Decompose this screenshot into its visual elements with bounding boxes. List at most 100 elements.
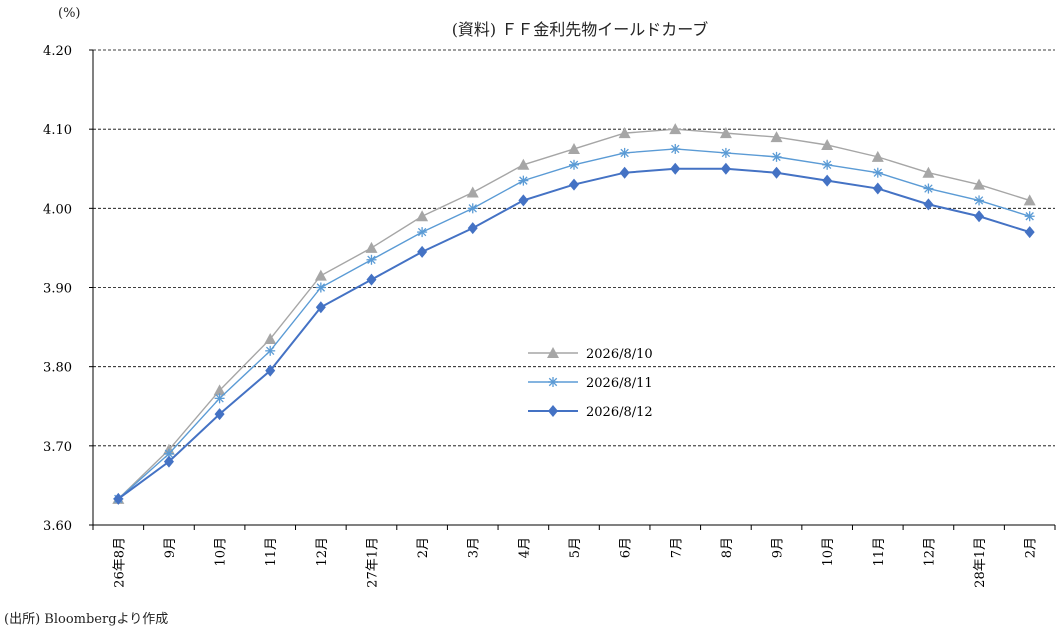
x-tick-label: 27年1月 — [365, 537, 380, 588]
series-2026/8/10 — [112, 123, 1036, 504]
diamond-marker — [872, 182, 883, 195]
diamond-marker — [822, 174, 833, 187]
triangle-marker — [618, 127, 631, 139]
diamond-marker — [619, 166, 630, 179]
diamond-marker — [923, 198, 934, 211]
x-tick-label: 2月 — [416, 537, 431, 558]
diamond-marker — [366, 273, 377, 286]
x-tick-label: 5月 — [568, 537, 583, 558]
star-marker — [569, 159, 579, 170]
x-tick-label: 4月 — [517, 537, 532, 558]
x-tick-label: 7月 — [669, 537, 684, 558]
triangle-marker — [568, 142, 580, 154]
series-2026/8/11 — [113, 143, 1035, 504]
diamond-marker — [771, 166, 782, 179]
triangle-marker — [365, 241, 378, 253]
x-tick-label: 9月 — [163, 537, 178, 558]
triangle-marker — [1023, 194, 1036, 206]
source-note: (出所) Bloombergより作成 — [4, 612, 169, 627]
star-marker — [771, 151, 782, 162]
star-marker — [265, 345, 276, 356]
diamond-marker — [315, 301, 326, 314]
star-marker — [872, 167, 883, 178]
x-tick-label: 10月 — [821, 537, 836, 567]
legend-label: 2026/8/11 — [586, 376, 653, 391]
x-tick-label: 26年8月 — [112, 537, 127, 588]
legend: 2026/8/10 2026/8/11 2026/8/12 — [528, 347, 653, 420]
legend-item: 2026/8/11 — [528, 376, 653, 391]
star-marker — [974, 195, 985, 206]
y-tick-label: 3.80 — [43, 361, 72, 376]
legend-item: 2026/8/10 — [528, 347, 653, 362]
x-tick-label: 10月 — [214, 537, 229, 567]
star-marker — [670, 143, 681, 154]
star-marker — [214, 393, 225, 404]
legend-label: 2026/8/10 — [586, 347, 653, 362]
triangle-marker — [547, 347, 559, 358]
tick-labels: 4.20 4.10 4.00 3.90 3.80 3.70 3.60 26年8月 9月 10月 11… — [43, 44, 1039, 588]
star-marker — [467, 203, 478, 214]
x-tick-label: 6月 — [619, 537, 634, 558]
triangle-marker — [719, 127, 732, 139]
star-marker — [315, 282, 326, 293]
star-marker — [822, 159, 833, 170]
star-marker — [518, 175, 529, 186]
diamond-marker — [467, 222, 478, 235]
x-tick-label: 3月 — [467, 537, 482, 558]
diamond-marker — [214, 408, 225, 421]
diamond-marker — [113, 492, 124, 505]
y-tick-label: 3.60 — [43, 519, 72, 534]
star-marker — [720, 147, 731, 158]
x-tick-label: 12月 — [315, 537, 330, 567]
diamond-marker — [417, 245, 428, 258]
diamond-marker — [548, 405, 558, 417]
series-line — [117, 148, 1030, 500]
diamond-marker — [569, 178, 579, 191]
y-unit-label: (%) — [58, 6, 81, 21]
series-2026/8/12 — [113, 162, 1035, 505]
diamond-marker — [974, 210, 985, 223]
diamond-marker — [518, 194, 529, 207]
legend-item: 2026/8/12 — [528, 405, 653, 420]
series-lines — [112, 123, 1036, 505]
x-tick-label: 8月 — [720, 537, 735, 558]
triangle-marker — [517, 158, 530, 170]
star-marker — [1024, 211, 1035, 222]
series-line — [117, 167, 1030, 500]
y-tick-label: 4.10 — [43, 123, 72, 138]
triangle-marker — [922, 166, 935, 178]
triangle-marker — [871, 150, 884, 162]
triangle-marker — [416, 210, 429, 222]
y-tick-label: 3.70 — [43, 440, 72, 455]
chart-title: (資料) ＦＦ金利先物イールドカーブ — [451, 20, 709, 39]
diamond-marker — [670, 162, 681, 175]
diamond-marker — [163, 455, 174, 468]
triangle-marker — [669, 123, 682, 135]
star-marker — [366, 254, 377, 265]
star-marker — [417, 227, 428, 238]
grid-lines — [93, 49, 1055, 447]
x-tick-label: 2月 — [1024, 537, 1039, 558]
x-tick-label: 9月 — [771, 537, 786, 558]
legend-label: 2026/8/12 — [586, 405, 653, 420]
triangle-marker — [973, 178, 986, 190]
diamond-marker — [1024, 226, 1035, 239]
triangle-marker — [213, 384, 226, 396]
x-tick-label: 12月 — [922, 537, 937, 567]
triangle-marker — [264, 332, 277, 344]
diamond-marker — [720, 162, 731, 175]
x-tick-label: 28年1月 — [973, 537, 988, 588]
star-marker — [619, 147, 630, 158]
star-marker — [548, 377, 558, 387]
y-tick-label: 3.90 — [43, 282, 72, 297]
y-tick-label: 4.00 — [43, 202, 72, 217]
x-tick-label: 11月 — [872, 537, 887, 567]
x-tick-label: 11月 — [264, 537, 279, 567]
diamond-marker — [265, 364, 276, 377]
triangle-marker — [821, 139, 834, 150]
triangle-marker — [466, 186, 479, 198]
star-marker — [923, 183, 934, 194]
axes — [89, 49, 1056, 530]
y-tick-label: 4.20 — [43, 44, 72, 59]
